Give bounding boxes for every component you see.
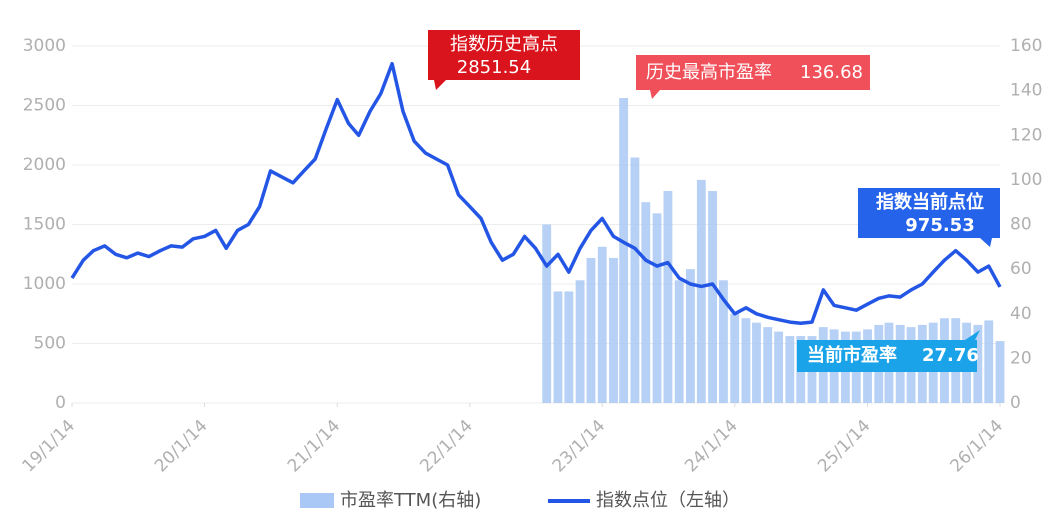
x-tick-label: 22/1/14 bbox=[416, 416, 476, 476]
bar bbox=[542, 224, 552, 403]
legend-label: 市盈率TTM(右轴) bbox=[340, 490, 481, 511]
y-tick-label: 1500 bbox=[23, 215, 66, 235]
x-tick-label: 19/1/14 bbox=[19, 416, 79, 476]
callout-box bbox=[636, 55, 870, 99]
bar bbox=[575, 280, 585, 403]
y2-tick-label: 40 bbox=[1010, 304, 1032, 324]
callout-box bbox=[797, 330, 980, 372]
annotation-text: 当前市盈率 bbox=[807, 344, 897, 366]
x-tick-label: 21/1/14 bbox=[284, 416, 344, 476]
bar bbox=[663, 191, 673, 403]
y-tick-label: 500 bbox=[34, 334, 66, 354]
y2-tick-label: 120 bbox=[1010, 125, 1042, 145]
bar bbox=[586, 257, 596, 403]
y-tick-label: 1000 bbox=[23, 274, 66, 294]
y2-tick-label: 0 bbox=[1010, 393, 1021, 413]
annotation-value: 975.53 bbox=[905, 215, 974, 236]
bar bbox=[674, 280, 684, 403]
bar bbox=[973, 324, 983, 403]
bar bbox=[708, 191, 717, 403]
legend: 市盈率TTM(右轴) 指数点位（左轴） bbox=[300, 490, 740, 511]
annotation-text: 历史最高市盈率 bbox=[646, 62, 772, 83]
bar bbox=[641, 202, 651, 403]
x-tick-label: 23/1/14 bbox=[549, 416, 609, 476]
bar bbox=[752, 322, 761, 403]
legend-label: 指数点位（左轴） bbox=[596, 490, 740, 511]
x-tick-label: 25/1/14 bbox=[814, 416, 874, 476]
bar bbox=[609, 257, 618, 403]
bar bbox=[630, 157, 640, 403]
y2-tick-label: 20 bbox=[1010, 348, 1032, 368]
bar bbox=[763, 327, 773, 403]
y2-tick-label: 100 bbox=[1010, 170, 1042, 190]
annotation-text: 指数历史高点 bbox=[450, 34, 558, 55]
y2-tick-label: 80 bbox=[1010, 215, 1032, 235]
bar bbox=[597, 246, 607, 403]
bar bbox=[774, 331, 784, 403]
y-tick-label: 2500 bbox=[23, 96, 66, 116]
callout-box bbox=[428, 30, 580, 90]
plot-area: 0 500 1000 1500 2000 2500 3000 0 20 40 60 80 100 120 1… bbox=[19, 36, 1043, 476]
annotation-index-high: 指数历史高点 2851.54 bbox=[428, 30, 580, 90]
bar bbox=[696, 179, 706, 403]
bar bbox=[995, 341, 1005, 403]
bar bbox=[652, 213, 662, 403]
bar bbox=[619, 98, 629, 404]
bar bbox=[785, 336, 795, 403]
x-tick-label: 24/1/14 bbox=[681, 416, 741, 476]
index-line bbox=[70, 61, 1002, 326]
y-tick-label: 3000 bbox=[23, 36, 66, 56]
x-tick-label: 20/1/14 bbox=[151, 416, 211, 476]
bar bbox=[730, 313, 740, 403]
annotation-value: 2851.54 bbox=[457, 57, 531, 78]
callout-box bbox=[858, 188, 1000, 247]
y2-tick-label: 160 bbox=[1010, 36, 1042, 56]
bar bbox=[553, 291, 563, 403]
y-tick-label: 2000 bbox=[23, 155, 66, 175]
x-tick-label: 26/1/14 bbox=[947, 416, 1007, 476]
legend-swatch bbox=[300, 493, 334, 508]
y2-tick-label: 140 bbox=[1010, 81, 1042, 101]
y2-tick-label: 60 bbox=[1010, 259, 1032, 279]
bar bbox=[984, 320, 994, 403]
annotation-value: 27.76 bbox=[922, 345, 979, 366]
annotation-text: 指数当前点位 bbox=[876, 191, 984, 213]
annotation-pe-current: 当前市盈率 27.76 bbox=[797, 330, 980, 372]
bar bbox=[719, 280, 728, 403]
bar bbox=[686, 269, 695, 403]
bar bbox=[741, 318, 751, 403]
annotation-value: 136.68 bbox=[800, 62, 863, 83]
y-tick-label: 0 bbox=[55, 393, 66, 413]
bar bbox=[564, 291, 574, 403]
annotation-index-current: 指数当前点位 975.53 bbox=[858, 188, 1000, 247]
annotation-pe-high: 历史最高市盈率 136.68 bbox=[636, 55, 870, 99]
